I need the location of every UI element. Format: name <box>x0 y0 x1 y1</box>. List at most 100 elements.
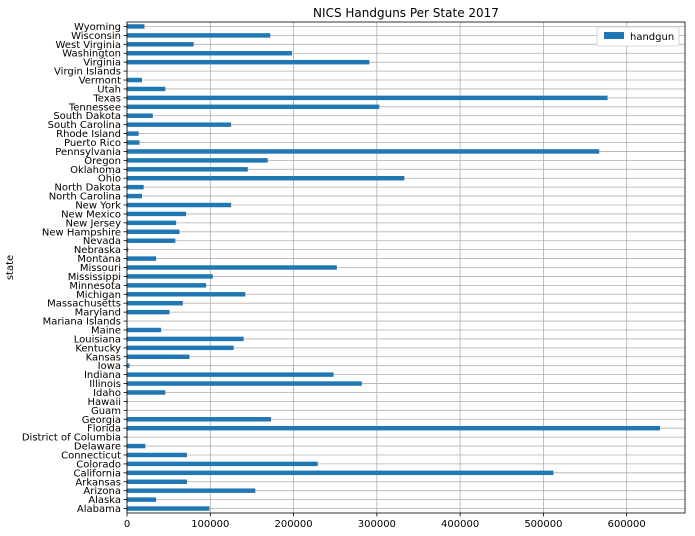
y-tick-label: Virgin Islands <box>54 67 121 78</box>
bar <box>127 149 600 154</box>
y-tick-label: Oklahoma <box>70 165 121 176</box>
bar <box>127 42 194 47</box>
y-tick-label: Puerto Rico <box>64 138 121 149</box>
legend: handgun <box>596 26 680 47</box>
bar <box>127 497 157 502</box>
legend-swatch <box>604 32 624 39</box>
bar <box>127 220 177 226</box>
y-tick-label: Nevada <box>83 236 121 247</box>
y-tick-label: New Jersey <box>66 218 122 229</box>
x-tick-label: 500000 <box>524 519 562 530</box>
y-tick-label: South Dakota <box>53 111 121 122</box>
y-tick-label: Oregon <box>84 156 121 167</box>
bar <box>127 202 232 208</box>
bar <box>127 247 129 252</box>
y-tick-label: Connecticut <box>61 450 121 461</box>
bar <box>127 488 256 493</box>
x-tick-label: 0 <box>124 519 130 530</box>
y-tick-label: Delaware <box>74 442 121 453</box>
x-axis: 0 100000 200000 300000 400000 500000 600000 <box>124 513 646 530</box>
y-tick-label: Wyoming <box>74 22 121 33</box>
bar <box>127 390 166 395</box>
legend-box <box>596 26 680 47</box>
bar <box>127 131 139 136</box>
y-tick-label: Washington <box>62 49 121 60</box>
bar <box>127 59 370 65</box>
y-tick-label: Wisconsin <box>71 31 121 42</box>
bar <box>127 77 142 83</box>
x-tick-label: 100000 <box>191 519 229 530</box>
chart-title: NICS Handguns Per State 2017 <box>313 6 499 20</box>
x-tick-label: 200000 <box>274 519 312 530</box>
bar <box>127 506 210 511</box>
y-tick-label: Arizona <box>83 486 121 497</box>
bar <box>127 95 608 101</box>
bars-layer <box>127 24 661 511</box>
y-tick-label: Alabama <box>77 504 121 515</box>
y-tick-label: Texas <box>92 93 121 104</box>
bar <box>127 51 292 56</box>
bar <box>127 443 146 449</box>
bar <box>127 327 162 333</box>
y-tick-label: California <box>74 468 122 479</box>
bar <box>127 193 142 199</box>
y-tick-label: Rhode Island <box>56 129 121 140</box>
y-tick-label: District of Columbia <box>22 433 121 444</box>
y-tick-label: South Carolina <box>48 120 121 131</box>
y-tick-label: Massachusetts <box>47 299 121 310</box>
bar <box>127 167 248 172</box>
y-tick-label: Missouri <box>80 263 121 274</box>
y-tick-label: Mississippi <box>68 272 121 283</box>
y-tick-label: Kansas <box>86 352 121 363</box>
y-tick-label: Nebraska <box>74 245 121 256</box>
y-tick-label: New Mexico <box>61 209 121 220</box>
y-tick-label: New York <box>75 201 121 212</box>
bar <box>127 238 176 243</box>
y-tick-label: Arkansas <box>75 477 121 488</box>
bar <box>127 256 157 261</box>
y-tick-label: Illinois <box>89 379 121 390</box>
bar <box>127 104 380 110</box>
bar <box>127 300 183 306</box>
bar <box>127 229 180 235</box>
y-tick-label: North Dakota <box>54 183 121 194</box>
bar <box>127 86 166 92</box>
y-tick-label: Vermont <box>79 76 121 87</box>
bar <box>127 479 187 484</box>
legend-label: handgun <box>630 32 674 43</box>
bar <box>127 354 190 360</box>
y-axis: AlabamaAlaskaArizonaArkansasCaliforniaCo… <box>22 22 127 515</box>
y-tick-label: Maryland <box>75 308 121 319</box>
bar <box>127 283 207 288</box>
bar <box>127 184 144 190</box>
bar <box>127 140 140 145</box>
bar <box>127 461 318 467</box>
bar <box>127 417 272 422</box>
x-tick-label: 400000 <box>441 519 479 530</box>
y-tick-label: Idaho <box>93 388 121 399</box>
y-tick-label: Utah <box>97 84 121 95</box>
bar <box>127 24 145 29</box>
bar <box>127 345 234 351</box>
y-tick-label: Michigan <box>76 290 121 301</box>
bar <box>127 452 187 458</box>
bar <box>127 292 246 297</box>
y-tick-label: Mariana Islands <box>43 317 121 328</box>
y-tick-label: Guam <box>91 406 121 417</box>
y-tick-label: Maine <box>91 325 121 336</box>
y-tick-label: Indiana <box>84 370 121 381</box>
y-tick-label: Virginia <box>83 58 121 69</box>
bar <box>127 425 661 431</box>
bar <box>127 309 170 315</box>
bar <box>127 265 337 270</box>
y-tick-label: West Virginia <box>56 40 121 51</box>
bar <box>127 274 213 279</box>
y-tick-label: Kentucky <box>75 343 121 354</box>
y-tick-label: Tennessee <box>68 102 121 113</box>
y-tick-label: Ohio <box>98 174 121 185</box>
x-tick-label: 300000 <box>358 519 396 530</box>
y-tick-label: New Hampshire <box>42 227 121 238</box>
y-tick-label: North Carolina <box>49 192 121 203</box>
bar <box>127 33 271 38</box>
